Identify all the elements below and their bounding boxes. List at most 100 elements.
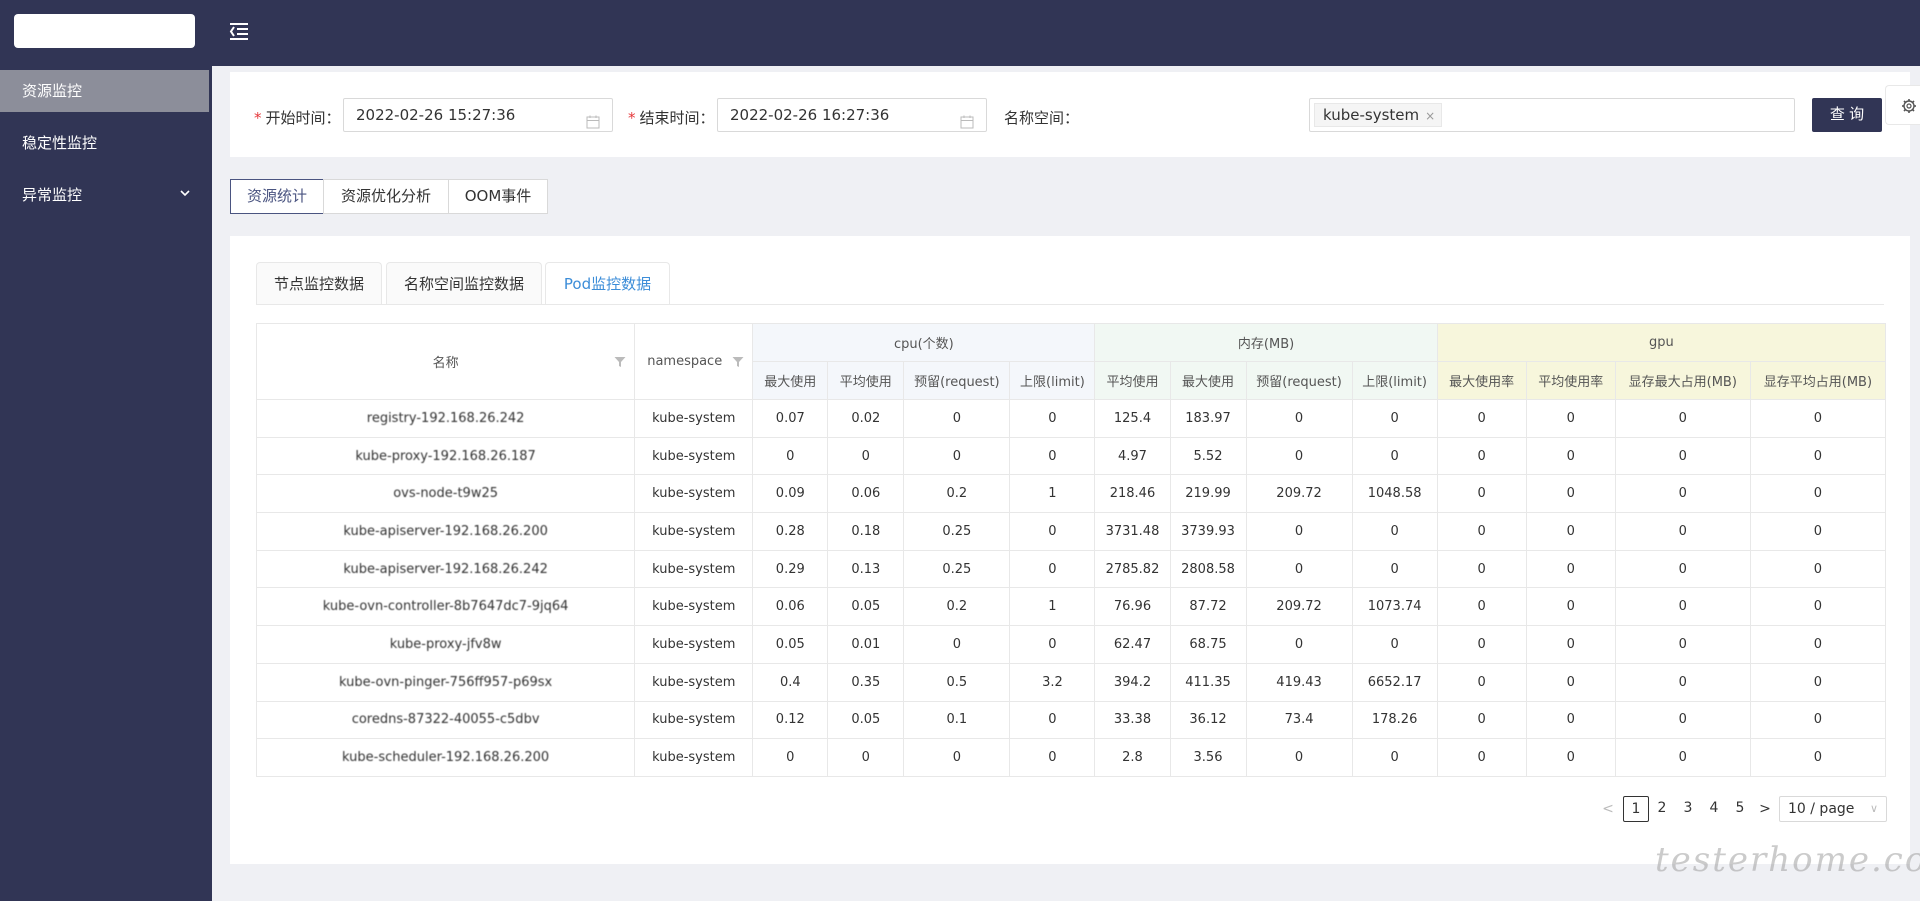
memory-cell: 209.72 (1245, 587, 1353, 627)
gpu-cell: 0 (1614, 512, 1751, 551)
gpu-cell: 0 (1749, 625, 1887, 664)
gpu-cell: 0 (1525, 549, 1616, 589)
tab-resource-stats[interactable]: 资源统计 (230, 179, 324, 214)
cpu-cell: 0.05 (827, 700, 905, 740)
cpu-cell: 0.25 (903, 512, 1011, 551)
tab-divider (256, 304, 1884, 305)
cpu-cell: 0.4 (752, 662, 829, 702)
memory-cell: 5.52 (1169, 436, 1247, 476)
tab-pod-monitor-data[interactable]: Pod监控数据 (545, 262, 670, 305)
gpu-cell: 0 (1436, 662, 1527, 702)
pod-name-cell: kube-ovn-controller-8b7647dc7-9jq64 (255, 587, 636, 627)
gpu-cell: 0 (1436, 700, 1527, 740)
gpu-cell: 0 (1525, 399, 1616, 438)
tab-node-monitor-data[interactable]: 节点监控数据 (256, 262, 382, 304)
gpu-cell: 0 (1436, 474, 1527, 514)
table-row: coredns-87322-40055-c5dbv kube-system 0.12… (255, 700, 1887, 740)
pod-name-cell: kube-proxy-192.168.26.187 (255, 436, 636, 476)
pod-name-cell: coredns-87322-40055-c5dbv (255, 700, 636, 740)
tab-namespace-monitor-data[interactable]: 名称空间监控数据 (386, 262, 542, 304)
page-2[interactable]: 2 (1657, 800, 1667, 816)
settings-gear-icon[interactable] (1885, 85, 1920, 125)
memory-cell: 209.72 (1245, 474, 1353, 514)
sidebar-item-resource-monitor[interactable]: 资源监控 (0, 70, 209, 112)
query-button[interactable]: 查 询 (1812, 98, 1882, 132)
watermark: testerhome.com (1655, 840, 1920, 880)
tab-oom-events[interactable]: OOM事件 (448, 179, 548, 214)
cpu-cell: 0 (752, 436, 829, 476)
column-header-cpu-request: 预留(request) (903, 361, 1011, 400)
pod-name-cell: kube-apiserver-192.168.26.242 (255, 549, 636, 589)
namespace-cell: kube-system (634, 436, 754, 476)
column-header-mem-avg: 平均使用 (1094, 361, 1171, 400)
column-group-cpu: cpu(个数) (752, 323, 1096, 362)
cpu-cell: 0.01 (827, 625, 905, 664)
end-time-label: * 结束时间： (628, 109, 715, 127)
memory-cell: 73.4 (1245, 700, 1353, 740)
menu-fold-icon[interactable] (226, 18, 252, 44)
gpu-cell: 0 (1614, 700, 1751, 740)
page-3[interactable]: 3 (1683, 800, 1693, 816)
memory-cell: 0 (1351, 625, 1438, 664)
cpu-cell: 0.12 (752, 700, 829, 740)
gpu-cell: 0 (1436, 738, 1527, 777)
memory-cell: 394.2 (1094, 662, 1171, 702)
page-size-select[interactable]: 10 / page ∨ (1779, 796, 1887, 822)
page-1[interactable]: 1 (1623, 796, 1649, 822)
gpu-cell: 0 (1749, 399, 1887, 438)
cpu-cell: 0.5 (903, 662, 1011, 702)
cpu-cell: 0 (903, 436, 1011, 476)
start-time-picker[interactable]: 2022-02-26 15:27:36 (343, 98, 613, 132)
memory-cell: 76.96 (1094, 587, 1171, 627)
sidebar-item-anomaly-monitor[interactable]: 异常监控 (0, 174, 209, 216)
gpu-cell: 0 (1614, 474, 1751, 514)
filter-icon[interactable] (614, 356, 626, 368)
namespace-cell: kube-system (634, 474, 754, 514)
page-5[interactable]: 5 (1735, 800, 1745, 816)
prev-page-button[interactable]: < (1602, 801, 1614, 817)
memory-cell: 36.12 (1169, 700, 1247, 740)
memory-cell: 219.99 (1169, 474, 1247, 514)
column-header-gpu-vram-max: 显存最大占用(MB) (1614, 361, 1751, 400)
tab-resource-optimization[interactable]: 资源优化分析 (323, 179, 449, 214)
memory-cell: 2.8 (1094, 738, 1171, 777)
pod-name-cell: kube-ovn-pinger-756ff957-p69sx (255, 662, 636, 702)
cpu-cell: 0 (1009, 625, 1096, 664)
gpu-cell: 0 (1436, 512, 1527, 551)
memory-cell: 0 (1351, 512, 1438, 551)
column-header-cpu-limit: 上限(limit) (1009, 361, 1096, 400)
chevron-down-icon: ∨ (1869, 802, 1878, 815)
sidebar-item-label: 异常监控 (22, 186, 83, 204)
memory-cell: 0 (1245, 399, 1353, 438)
calendar-icon (586, 108, 600, 129)
namespace-cell: kube-system (634, 625, 754, 664)
gpu-cell: 0 (1525, 512, 1616, 551)
cpu-cell: 0.05 (827, 587, 905, 627)
logo[interactable] (14, 14, 195, 48)
namespace-select[interactable]: kube-system × (1309, 98, 1795, 132)
tag-close-icon[interactable]: × (1425, 109, 1436, 123)
end-time-value: 2022-02-26 16:27:36 (730, 106, 890, 124)
column-header-mem-limit: 上限(limit) (1351, 361, 1438, 400)
sidebar-item-stability-monitor[interactable]: 稳定性监控 (0, 122, 209, 164)
required-mark: * (254, 109, 262, 127)
cpu-cell: 0.25 (903, 549, 1011, 589)
filter-icon[interactable] (732, 356, 744, 368)
column-header-gpu-max-rate: 最大使用率 (1436, 361, 1527, 400)
page-4[interactable]: 4 (1709, 800, 1719, 816)
cpu-cell: 0 (1009, 512, 1096, 551)
memory-cell: 33.38 (1094, 700, 1171, 740)
gpu-cell: 0 (1436, 549, 1527, 589)
column-group-gpu: gpu (1436, 323, 1887, 362)
next-page-button[interactable]: > (1759, 801, 1771, 817)
start-time-label: * 开始时间： (254, 109, 341, 127)
gpu-cell: 0 (1614, 436, 1751, 476)
column-header-mem-max: 最大使用 (1169, 361, 1247, 400)
memory-cell: 0 (1351, 549, 1438, 589)
sidebar-item-label: 资源监控 (22, 82, 83, 100)
top-bar (0, 0, 1920, 66)
end-time-picker[interactable]: 2022-02-26 16:27:36 (717, 98, 987, 132)
namespace-cell: kube-system (634, 587, 754, 627)
column-header-gpu-vram-avg: 显存平均占用(MB) (1749, 361, 1887, 400)
query-form: * 开始时间： 2022-02-26 15:27:36 * 结束时间： 2022-0… (230, 72, 1910, 157)
